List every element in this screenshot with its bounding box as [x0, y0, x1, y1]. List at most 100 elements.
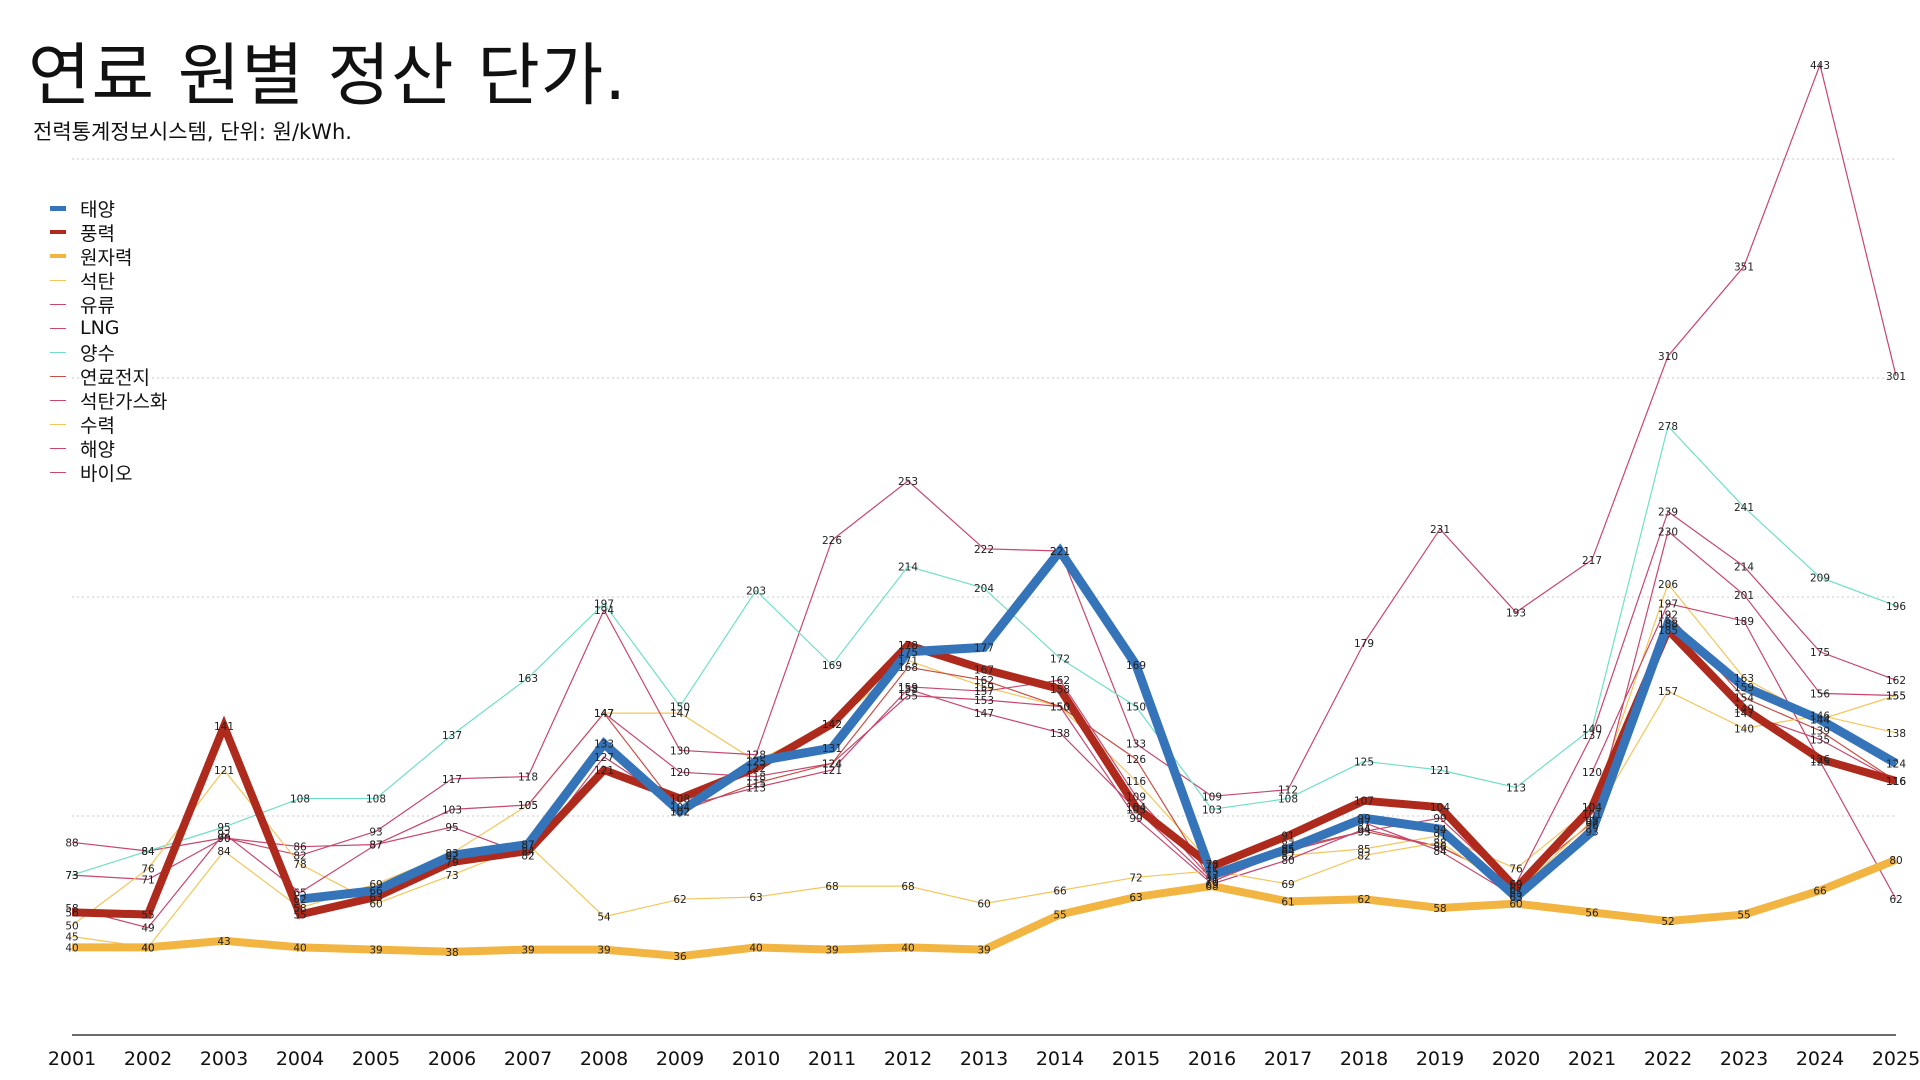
data-label: 310 [1658, 351, 1678, 363]
x-tick-label: 2010 [732, 1048, 780, 1070]
data-label: 150 [670, 702, 690, 714]
data-label: 101 [1582, 809, 1602, 821]
data-label: 40 [141, 942, 154, 954]
data-label: 79 [445, 857, 458, 869]
series-line [71, 62, 1897, 857]
legend-item: 석탄가스화 [50, 388, 167, 413]
data-label: 83 [445, 848, 458, 860]
data-label: 147 [594, 708, 614, 720]
data-label: 231 [1430, 524, 1450, 536]
data-label: 56 [1585, 907, 1599, 919]
data-label: 56 [65, 907, 79, 919]
series-line [71, 622, 1897, 929]
data-label: 84 [141, 846, 155, 858]
data-label: 80 [1281, 855, 1294, 867]
data-label: 50 [65, 921, 78, 933]
data-label: 125 [1810, 756, 1830, 768]
legend-swatch [50, 399, 66, 401]
series-line [907, 530, 1897, 898]
data-label: 55 [293, 910, 306, 922]
data-label: 125 [746, 756, 766, 768]
data-label: 155 [1886, 691, 1906, 703]
data-label: 150 [1050, 702, 1070, 714]
x-tick-label: 2011 [808, 1048, 856, 1070]
legend-swatch [50, 471, 66, 473]
grid-lines [72, 158, 1896, 817]
data-label: 104 [670, 802, 690, 814]
data-label: 163 [1734, 673, 1754, 685]
x-tick-label: 2017 [1264, 1048, 1312, 1070]
data-label: 214 [1734, 561, 1754, 573]
data-label: 179 [1354, 638, 1374, 650]
x-tick-label: 2004 [276, 1048, 324, 1070]
data-label: 193 [1506, 607, 1526, 619]
x-tick-label: 2001 [48, 1048, 96, 1070]
data-label: 58 [293, 903, 306, 915]
data-label: 76 [141, 864, 155, 876]
data-label: 144 [1810, 715, 1830, 727]
data-label: 69 [1205, 879, 1218, 891]
legend-label: 해양 [80, 438, 115, 461]
data-label: 63 [369, 892, 382, 904]
data-label: 66 [369, 885, 383, 897]
data-label: 58 [1433, 903, 1446, 915]
data-label: 126 [1126, 754, 1146, 766]
data-label: 58 [65, 903, 78, 915]
x-tick-label: 2012 [884, 1048, 932, 1070]
data-label: 121 [1430, 765, 1450, 777]
data-label: 65 [293, 888, 306, 900]
data-label: 87 [521, 839, 534, 851]
data-label: 39 [369, 945, 382, 957]
data-label: 115 [746, 778, 766, 790]
data-label: 96 [1585, 820, 1599, 832]
data-label: 98 [1585, 815, 1598, 827]
data-label: 124 [822, 758, 842, 770]
data-label: 168 [898, 662, 918, 674]
legend-label: 연료전지 [80, 366, 150, 389]
data-label: 85 [1357, 844, 1370, 856]
data-label: 159 [1734, 682, 1754, 694]
data-label: 278 [1658, 421, 1678, 433]
data-label: 144 [1810, 715, 1830, 727]
data-label: 147 [594, 708, 614, 720]
data-label: 103 [442, 804, 462, 816]
data-label: 126 [1810, 754, 1830, 766]
data-label: 49 [141, 923, 154, 935]
x-tick-label: 2005 [352, 1048, 400, 1070]
data-label: 201 [1734, 590, 1754, 602]
data-label: 109 [1202, 791, 1222, 803]
legend-item: 석탄 [50, 268, 167, 293]
data-label: 125 [746, 756, 766, 768]
data-label: 125 [1354, 756, 1374, 768]
data-label: 167 [974, 664, 994, 676]
legend-item: 연료전지 [50, 364, 167, 389]
data-label: 104 [1126, 802, 1146, 814]
data-label: 142 [822, 719, 842, 731]
data-label: 38 [445, 947, 458, 959]
x-tick-label: 2020 [1492, 1048, 1540, 1070]
data-label: 86 [1433, 842, 1447, 854]
data-label: 209 [1810, 572, 1830, 584]
data-label: 91 [1433, 831, 1446, 843]
data-label: 76 [1509, 864, 1523, 876]
data-label: 141 [214, 721, 234, 733]
data-label: 77 [1205, 861, 1218, 873]
legend-label: 유류 [80, 294, 115, 317]
x-tick-label: 2019 [1416, 1048, 1464, 1070]
legend-label: 수력 [80, 414, 115, 437]
data-label: 71 [1205, 875, 1218, 887]
data-label: 82 [1281, 850, 1294, 862]
data-label: 139 [1810, 726, 1830, 738]
x-tick-label: 2007 [504, 1048, 552, 1070]
x-tick-label: 2013 [960, 1048, 1008, 1070]
data-label: 239 [1658, 507, 1678, 519]
legend-swatch [50, 205, 66, 211]
data-label: 94 [1357, 824, 1371, 836]
data-label: 120 [1582, 767, 1602, 779]
data-label: 52 [1661, 916, 1674, 928]
data-label: 39 [597, 945, 610, 957]
data-label: 85 [1281, 844, 1294, 856]
data-label: 73 [1205, 870, 1218, 882]
data-label: 69 [1509, 879, 1522, 891]
